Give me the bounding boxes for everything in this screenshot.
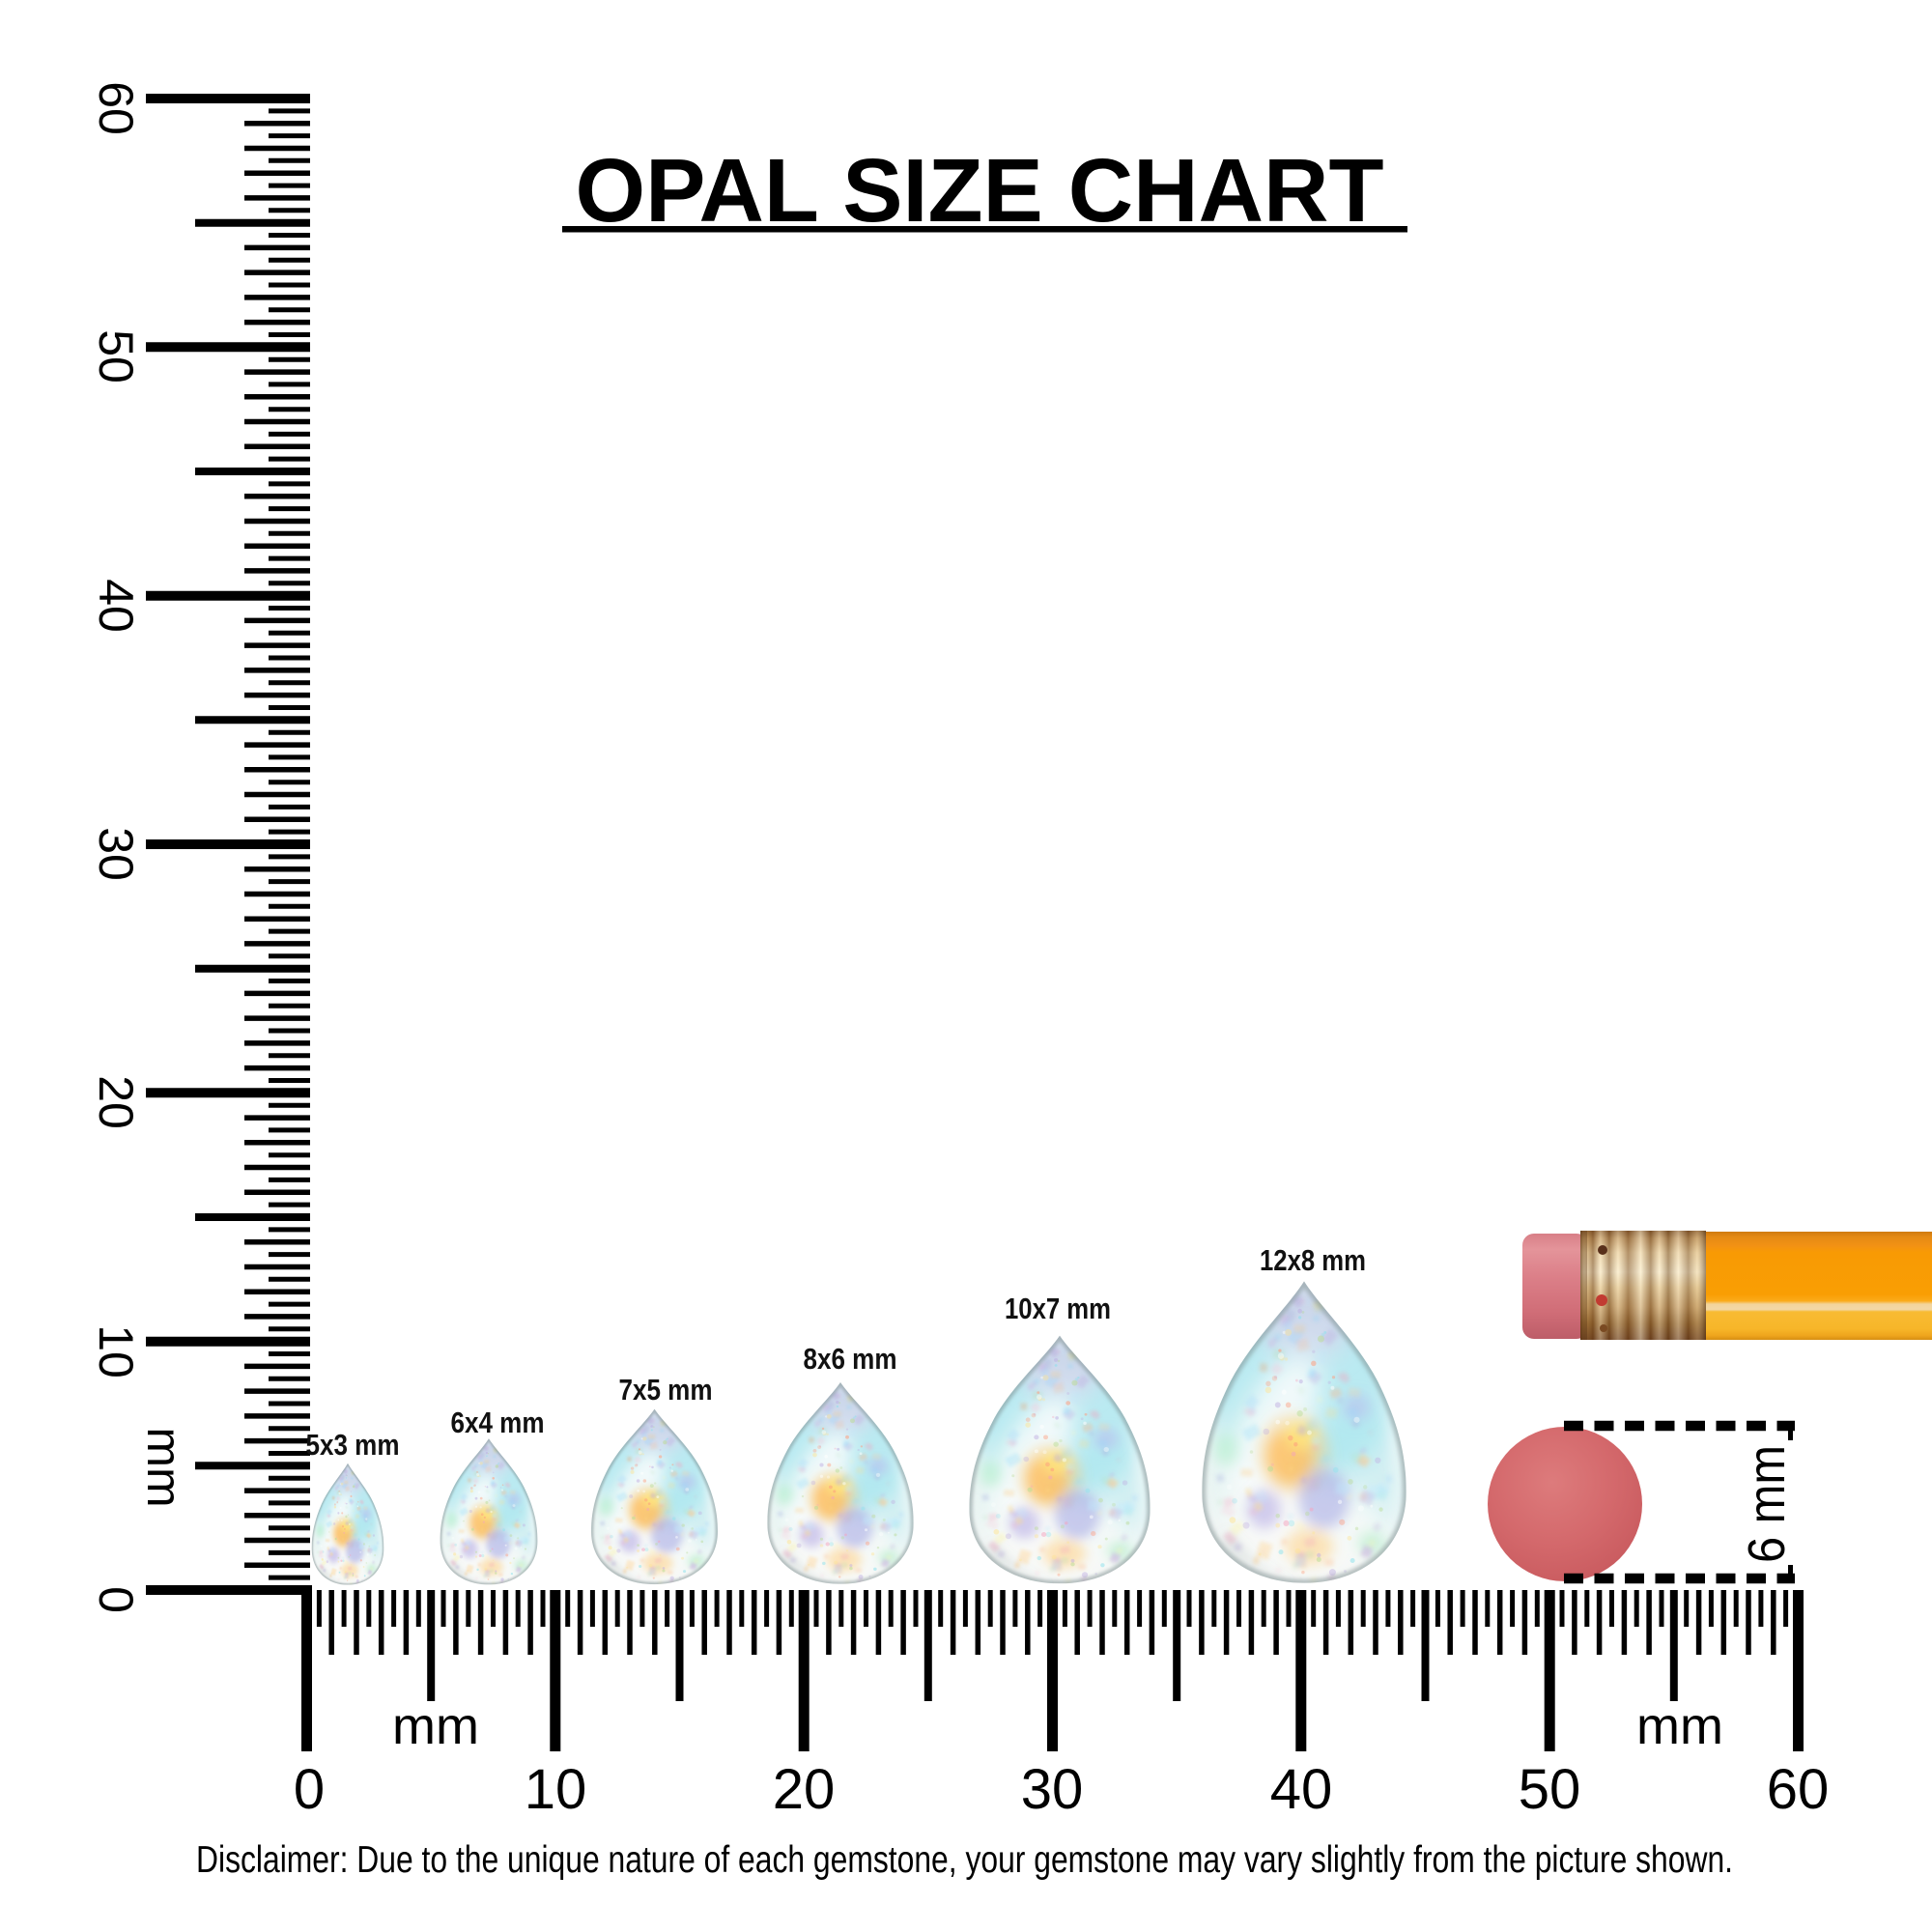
svg-text:5x3 mm: 5x3 mm bbox=[306, 1428, 400, 1462]
svg-text:20: 20 bbox=[89, 1075, 143, 1129]
svg-text:50: 50 bbox=[1519, 1758, 1581, 1821]
svg-text:Disclaimer: Due to the unique: Disclaimer: Due to the unique nature of … bbox=[196, 1839, 1733, 1881]
svg-text:60: 60 bbox=[89, 81, 143, 135]
svg-text:mm: mm bbox=[137, 1427, 191, 1507]
svg-text:40: 40 bbox=[1270, 1758, 1333, 1821]
svg-text:10: 10 bbox=[89, 1324, 143, 1378]
svg-text:20: 20 bbox=[773, 1758, 836, 1821]
svg-text:30: 30 bbox=[89, 827, 143, 881]
svg-text:60: 60 bbox=[1767, 1758, 1830, 1821]
svg-text:30: 30 bbox=[1021, 1758, 1084, 1821]
svg-text:50: 50 bbox=[89, 329, 143, 384]
svg-text:0: 0 bbox=[89, 1586, 143, 1613]
svg-text:10x7 mm: 10x7 mm bbox=[1005, 1292, 1111, 1325]
svg-text:6x4 mm: 6x4 mm bbox=[451, 1406, 545, 1439]
svg-text:OPAL SIZE CHART: OPAL SIZE CHART bbox=[576, 140, 1384, 241]
svg-text:10: 10 bbox=[525, 1758, 587, 1821]
svg-text:0: 0 bbox=[294, 1758, 325, 1821]
svg-text:6 mm: 6 mm bbox=[1738, 1445, 1796, 1563]
svg-text:7x5 mm: 7x5 mm bbox=[619, 1373, 713, 1406]
svg-text:mm: mm bbox=[392, 1697, 479, 1755]
svg-text:mm: mm bbox=[1636, 1697, 1723, 1755]
svg-text:8x6 mm: 8x6 mm bbox=[804, 1342, 897, 1376]
svg-text:40: 40 bbox=[89, 579, 143, 633]
svg-text:12x8 mm: 12x8 mm bbox=[1260, 1243, 1366, 1277]
